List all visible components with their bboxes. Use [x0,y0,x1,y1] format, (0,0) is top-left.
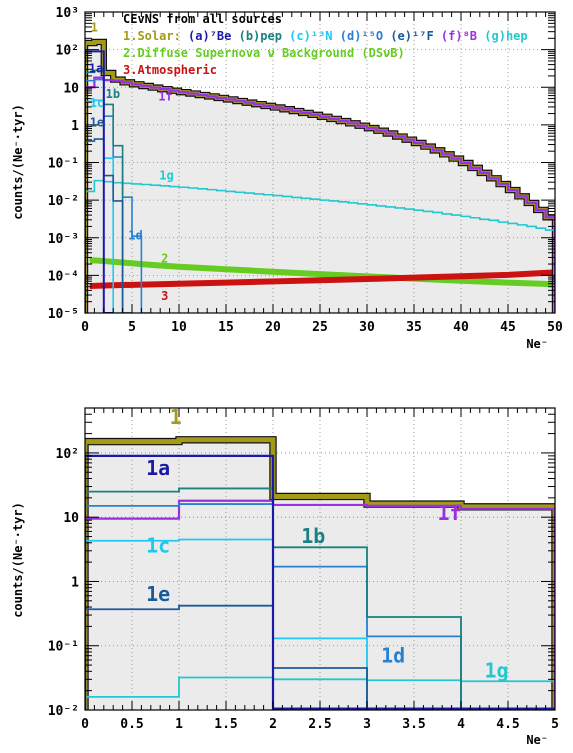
series-dsnb [89,257,555,288]
series-1g [85,676,555,710]
chart-panel-1: 0 5 10 15 20 25 30 35 40 45 50 10⁻⁵ 10⁻⁴ 10⁻³ 10⁻² 10⁻¹… [11,6,563,351]
legend-line-dsnb: 2.Diffuse Supernova ν Background (DSνB) [123,46,405,60]
x-tick-label: 45 [500,320,516,335]
legend-solar-item-1e: (e)¹⁷F [390,29,441,43]
curve-label-1e: 1e [90,116,104,130]
x-tick-label: 0.5 [120,717,143,732]
x-tick-label: 2.5 [308,717,331,732]
x-tick-label: 10 [171,320,187,335]
y-tick-label: 10³ [56,6,79,21]
series-1g [85,179,555,313]
x-tick-label: 5 [128,320,136,335]
y-tick-label: 10⁻⁴ [48,269,79,284]
y-axis-label: counts/(Ne⁻·tyr) [11,104,25,220]
x-axis-label: Ne⁻ [526,337,548,351]
curve-label-1c: 1c [146,534,170,558]
chart-panel-2: 0 0.5 1 1.5 2 2.5 3 3.5 4 4.5 5 10⁻² 10⁻¹ 1 10 10² Ne⁻ co… [11,405,559,747]
legend: CEvNS from all sources 1.Solar: (a)⁷Be (b… [123,12,528,77]
x-tick-label: 3 [363,717,371,732]
y-tick-label: 10⁻¹ [48,640,79,655]
series-1d [85,78,151,313]
x-tick-label: 5 [551,717,559,732]
y-axis-label: counts/(Ne⁻·tyr) [11,502,25,618]
curve-label-dsnb: 2 [161,251,168,265]
curve-label-1b: 1b [301,524,325,548]
x-tick-label: 25 [312,320,328,335]
x-tick-label: 35 [406,320,422,335]
x-tick-label: 20 [265,320,281,335]
y-tick-label: 10⁻³ [48,232,79,247]
series-total [85,437,555,710]
y-tick-label: 10 [63,511,79,526]
curve-label-total: 1 [170,405,182,429]
plot-area [85,12,555,313]
curve-label-1g: 1g [485,659,509,683]
x-tick-label: 0 [81,717,89,732]
total-fill-area [85,41,555,313]
y-tick-label: 10⁻⁵ [48,307,79,322]
curve-label-1g: 1g [159,169,173,183]
y-tick-label: 10⁻¹ [48,157,79,172]
curve-label-1b: 1b [106,87,120,101]
legend-solar-item-1a: (a)⁷Be [181,29,239,43]
series-1f [85,499,555,710]
x-tick-label: 4 [457,717,465,732]
x-tick-label: 15 [218,320,234,335]
y-tick-label: 10⁻² [48,704,79,719]
x-tick-label: 2 [269,717,277,732]
x-tick-label: 0 [81,320,89,335]
curve-label-atm: 3 [161,289,168,303]
legend-solar-item-1c: (c)¹³N [289,29,340,43]
x-tick-label: 1.5 [214,717,237,732]
legend-line-atmospheric: 3.Atmospheric [123,63,217,77]
curve-label-1c: 1c [90,96,104,110]
series-1a [85,50,114,313]
legend-solar-item-1b: (b)pep [239,29,290,43]
curve-label-1d: 1d [128,228,142,242]
x-axis-label: Ne⁻ [526,733,548,747]
curve-label-1f: 1f [158,89,172,103]
legend-solar-prefix: 1.Solar: [123,29,181,43]
curve-label-1d: 1d [381,643,405,667]
series-1f [85,76,555,313]
x-tick-label: 3.5 [402,717,425,732]
y-tick-label: 10⁻² [48,194,79,209]
x-tick-label: 50 [547,320,563,335]
curve-label-1e: 1e [146,582,170,606]
y-tick-label: 10² [56,447,79,462]
y-tick-label: 1 [71,119,79,134]
legend-solar-item-1g: (g)hep [484,29,527,43]
curve-label-total: 1 [91,21,98,35]
x-tick-label: 40 [453,320,469,335]
y-tick-label: 10² [56,44,79,59]
curve-label-1a: 1a [146,456,170,480]
legend-solar-item-1d: (d)¹⁵O [340,29,391,43]
curve-label-1f: 1f [438,501,462,525]
legend-solar-item-1f: (f)⁸B [441,29,484,43]
x-tick-label: 30 [359,320,375,335]
legend-line-solar: 1.Solar: (a)⁷Be (b)pep (c)¹³N (d)¹⁵O (e)… [123,29,528,43]
y-tick-label: 10 [63,81,79,96]
legend-title: CEvNS from all sources [123,12,282,26]
curve-label-1a: 1a [89,61,103,75]
plot-area [85,408,555,710]
y-tick-label: 1 [71,575,79,590]
x-tick-label: 1 [175,717,183,732]
series-atm [89,269,555,290]
x-tick-label: 4.5 [496,717,519,732]
